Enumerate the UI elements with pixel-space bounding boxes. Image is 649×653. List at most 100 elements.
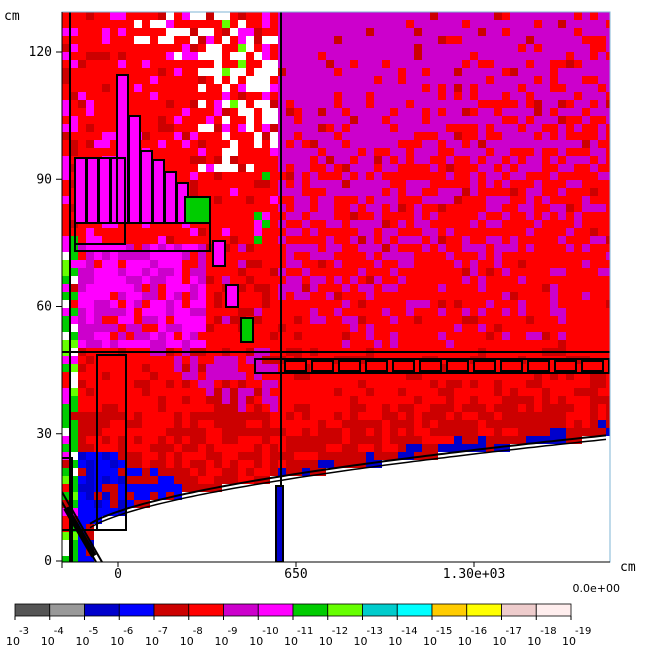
heatmap-cell <box>374 380 382 388</box>
heatmap-cell <box>374 452 382 460</box>
heatmap-cell <box>230 236 238 244</box>
colorbar-tick-label: 10-3 <box>6 626 29 648</box>
heatmap-cell <box>574 196 582 204</box>
heatmap-cell <box>206 180 214 188</box>
heatmap-cell <box>486 412 494 420</box>
heatmap-cell <box>598 244 606 252</box>
heatmap-cell <box>502 20 510 28</box>
heatmap-cell <box>190 388 198 396</box>
heatmap-cell <box>566 132 574 140</box>
heatmap-cell <box>478 76 486 84</box>
heatmap-cell <box>182 396 190 404</box>
heatmap-cell <box>206 396 214 404</box>
heatmap-cell <box>62 364 70 372</box>
heatmap-cell <box>238 420 246 428</box>
heatmap-cell <box>62 308 70 316</box>
heatmap-cell <box>198 460 206 468</box>
heatmap-cell <box>606 300 610 308</box>
heatmap-cell <box>198 364 206 372</box>
heatmap-cell <box>526 396 534 404</box>
heatmap-cell <box>150 332 158 340</box>
heatmap-cell <box>414 116 422 124</box>
heatmap-cell <box>486 204 494 212</box>
heatmap-cell <box>254 20 262 28</box>
heatmap-cell <box>126 260 134 268</box>
heatmap-cell <box>398 52 406 60</box>
heatmap-cell <box>318 292 326 300</box>
heatmap-cell <box>222 124 230 132</box>
heatmap-cell <box>382 380 390 388</box>
heatmap-cell <box>374 140 382 148</box>
heatmap-cell <box>326 188 334 196</box>
heatmap-cell <box>102 460 110 468</box>
colorbar-tick-label: 10-7 <box>145 626 168 648</box>
heatmap-cell <box>310 316 318 324</box>
heatmap-cell <box>102 140 110 148</box>
heatmap-cell <box>534 172 542 180</box>
heatmap-cell <box>438 84 446 92</box>
heatmap-cell <box>406 60 414 68</box>
heatmap-cell <box>70 92 78 100</box>
heatmap-cell <box>518 92 526 100</box>
heatmap-cell <box>502 148 510 156</box>
heatmap-cell <box>222 364 230 372</box>
heatmap-cell <box>62 44 70 52</box>
heatmap-cell <box>438 268 446 276</box>
heatmap-cell <box>326 388 334 396</box>
svg-text:10: 10 <box>41 635 55 648</box>
svg-text:10: 10 <box>493 635 507 648</box>
heatmap-cell <box>262 340 270 348</box>
heatmap-cell <box>142 484 150 492</box>
y-axis-label: cm <box>4 9 20 24</box>
heatmap-cell <box>126 268 134 276</box>
heatmap-cell <box>190 172 198 180</box>
heatmap-cell <box>102 468 110 476</box>
heatmap-cell <box>454 436 462 444</box>
heatmap-cell <box>358 388 366 396</box>
colorbar-swatch <box>292 603 329 617</box>
heatmap-cell <box>390 108 398 116</box>
heatmap-cell <box>206 460 214 468</box>
heatmap-cell <box>102 316 110 324</box>
heatmap-cell <box>518 172 526 180</box>
channel-segment <box>284 360 307 372</box>
heatmap-cell <box>318 244 326 252</box>
heatmap-cell <box>422 52 430 60</box>
heatmap-cell <box>86 12 94 20</box>
heatmap-cell <box>550 92 558 100</box>
heatmap-cell <box>494 148 502 156</box>
heatmap-cell <box>326 84 334 92</box>
heatmap-cell <box>94 236 102 244</box>
heatmap-cell <box>310 404 318 412</box>
heatmap-cell <box>590 204 598 212</box>
heatmap-cell <box>550 428 558 436</box>
heatmap-cell <box>566 396 574 404</box>
heatmap-cell <box>334 212 342 220</box>
heatmap-cell <box>550 156 558 164</box>
heatmap-cell <box>470 148 478 156</box>
heatmap-cell <box>510 324 518 332</box>
heatmap-cell <box>254 156 262 164</box>
heatmap-cell <box>262 140 270 148</box>
heatmap-cell <box>590 428 598 436</box>
heatmap-cell <box>374 164 382 172</box>
heatmap-cell <box>70 68 78 76</box>
heatmap-cell <box>534 12 542 20</box>
heatmap-cell <box>62 212 70 220</box>
heatmap-cell <box>326 52 334 60</box>
heatmap-cell <box>166 412 174 420</box>
heatmap-cell <box>238 364 246 372</box>
heatmap-cell <box>70 492 78 500</box>
heatmap-cell <box>230 396 238 404</box>
heatmap-cell <box>382 436 390 444</box>
colorbar-swatch <box>327 603 363 617</box>
svg-text:-16: -16 <box>471 626 487 637</box>
heatmap-cell <box>182 84 190 92</box>
heatmap-cell <box>294 92 302 100</box>
heatmap-cell <box>342 372 350 380</box>
colorbar-swatch <box>188 603 224 617</box>
heatmap-cell <box>286 292 294 300</box>
heatmap-cell <box>510 100 518 108</box>
heatmap-cell <box>470 196 478 204</box>
heatmap-cell <box>206 468 214 476</box>
